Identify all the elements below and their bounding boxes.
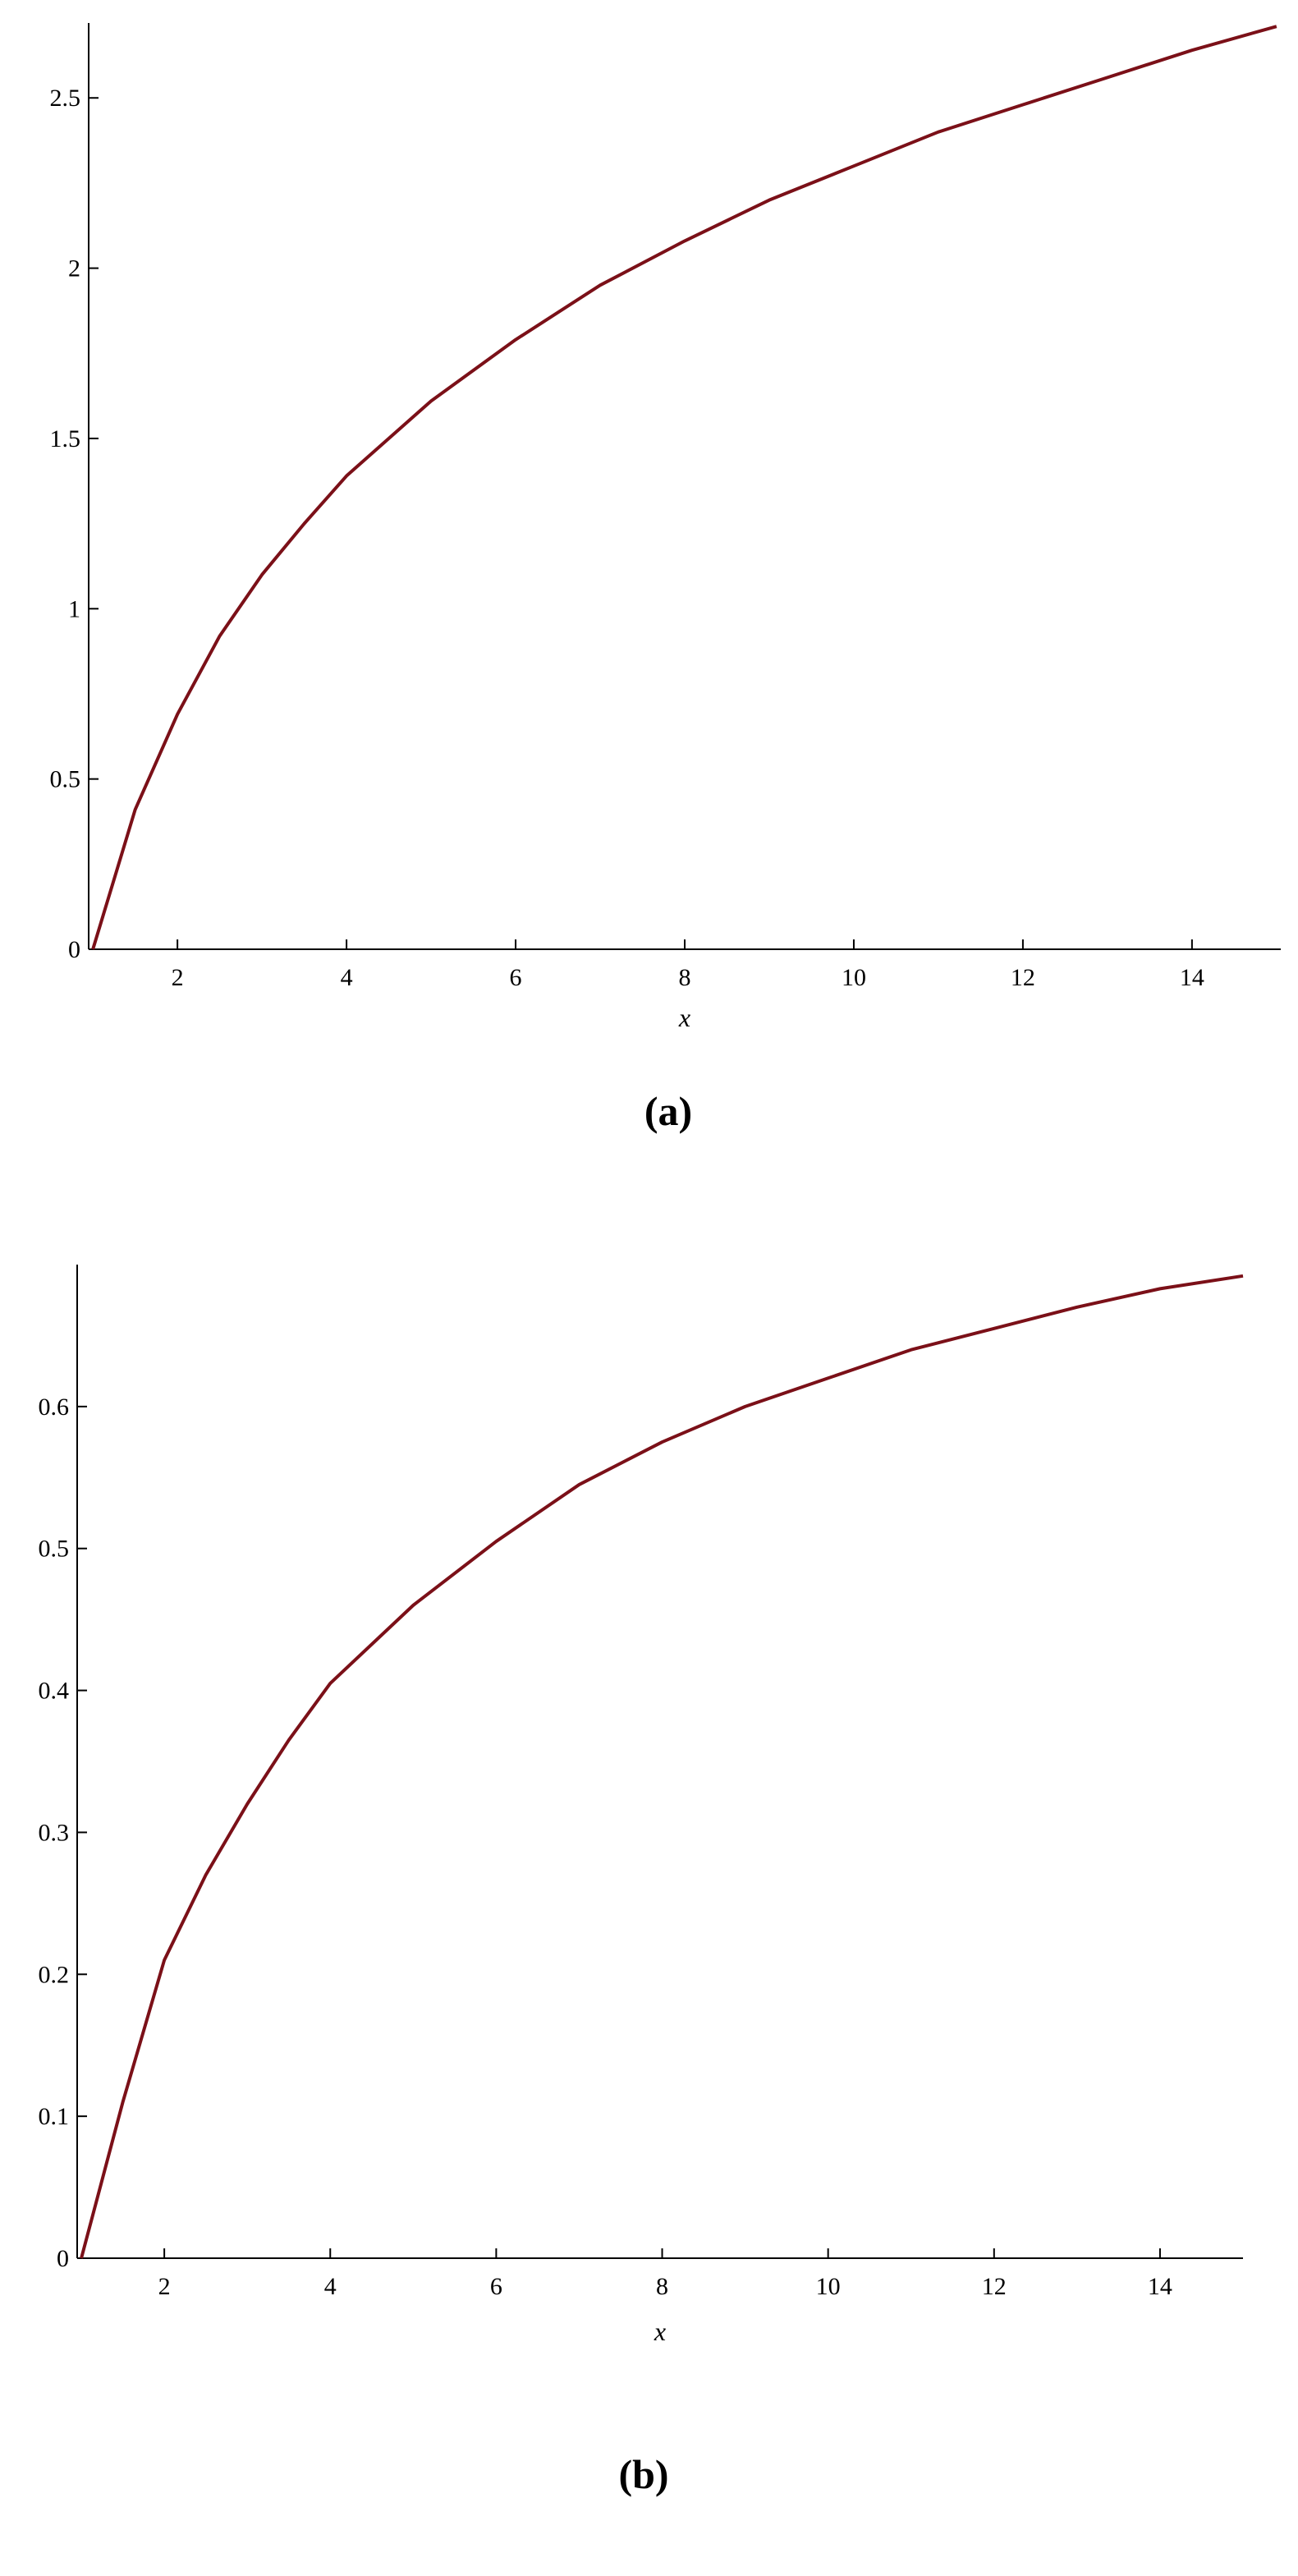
- x-tick-label: 14: [1148, 2273, 1172, 2300]
- x-tick-label: 8: [679, 964, 691, 991]
- y-tick-label: 0.1: [39, 2103, 70, 2130]
- y-tick-label: 1: [68, 595, 80, 622]
- caption: (b): [618, 2451, 668, 2497]
- y-tick-label: 0.6: [39, 1394, 70, 1421]
- x-tick-label: 14: [1180, 964, 1204, 991]
- x-tick-label: 10: [842, 964, 866, 991]
- x-tick-label: 4: [341, 964, 353, 991]
- y-tick-label: 0.5: [39, 1536, 70, 1563]
- x-tick-label: 12: [982, 2273, 1007, 2300]
- y-tick-label: 0.4: [39, 1678, 70, 1705]
- x-tick-label: 8: [656, 2273, 668, 2300]
- data-line: [80, 1274, 1244, 2259]
- x-tick-label: 2: [172, 964, 184, 991]
- y-tick-label: 0: [68, 936, 80, 963]
- x-tick-label: 6: [510, 964, 522, 991]
- y-tick-label: 2.5: [50, 85, 81, 112]
- x-tick-label: 6: [490, 2273, 502, 2300]
- x-tick-label: 12: [1011, 964, 1035, 991]
- y-tick-label: 1.5: [50, 425, 81, 452]
- x-tick-label: 2: [158, 2273, 171, 2300]
- y-tick-label: 0: [57, 2245, 69, 2272]
- x-tick-label: 4: [324, 2273, 337, 2300]
- y-tick-label: 0.3: [39, 1819, 70, 1846]
- data-line: [91, 25, 1277, 950]
- x-axis-label: x: [678, 1003, 690, 1032]
- y-tick-label: 0.5: [50, 766, 81, 793]
- y-tick-label: 2: [68, 255, 80, 282]
- y-tick-label: 0.2: [39, 1961, 70, 1988]
- x-axis-label: x: [654, 2317, 666, 2346]
- caption: (a): [644, 1088, 692, 1134]
- x-tick-label: 10: [816, 2273, 841, 2300]
